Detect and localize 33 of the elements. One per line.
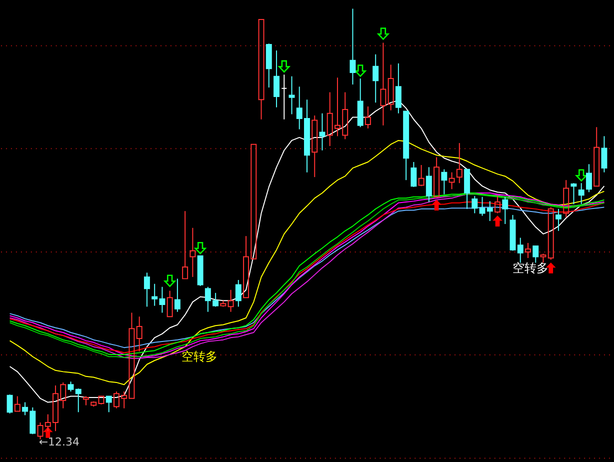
candlestick [281, 74, 288, 120]
point [378, 28, 389, 40]
point [42, 426, 53, 438]
candlestick [525, 242, 531, 259]
point [194, 242, 206, 254]
point [576, 169, 587, 182]
point [278, 60, 290, 73]
candlestick [136, 316, 142, 352]
point [492, 216, 502, 226]
candlestick [388, 64, 394, 111]
candlestick [456, 142, 462, 184]
candlestick [372, 54, 379, 104]
point [432, 200, 442, 211]
candlestick [601, 136, 608, 173]
candlestick [380, 42, 386, 126]
candlestick [563, 180, 570, 218]
candlestick [395, 62, 402, 114]
annotation: ←12.34 [38, 435, 80, 448]
annotation: 空转多 [512, 260, 548, 275]
candlestick [228, 289, 234, 312]
point [164, 274, 176, 287]
annotation: 空转多 [181, 350, 218, 364]
candlestick [190, 227, 196, 278]
candlestick [448, 172, 455, 190]
point [354, 64, 366, 77]
candlestick [555, 208, 562, 232]
candlestick [364, 106, 371, 129]
candlestick [426, 166, 432, 203]
candlestick [350, 8, 356, 85]
candlestick [288, 76, 295, 115]
candlestick [578, 182, 584, 205]
candlestick [144, 272, 150, 308]
candlestick [274, 50, 280, 108]
